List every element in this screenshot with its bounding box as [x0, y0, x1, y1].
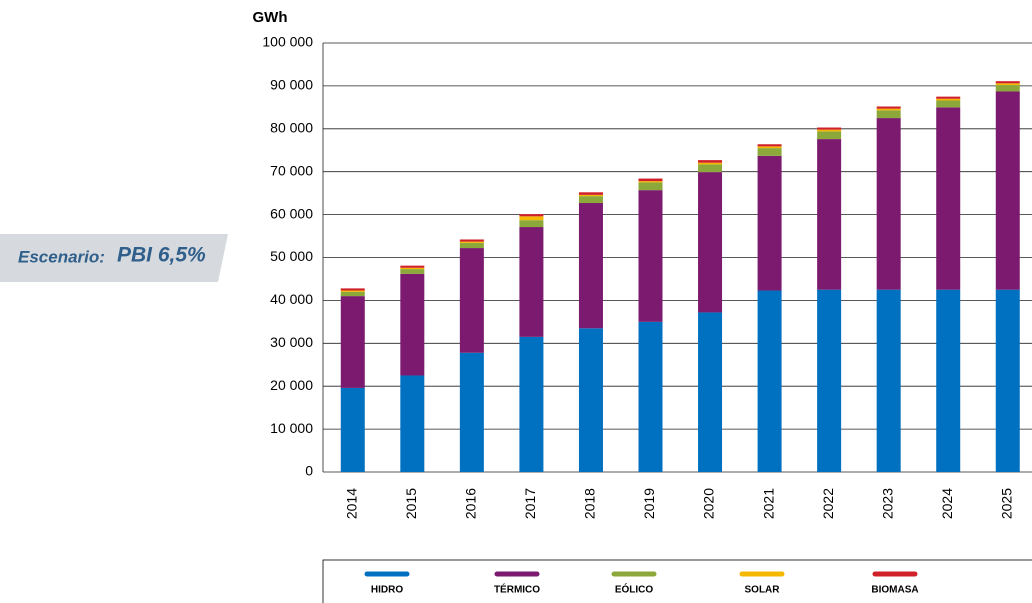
bar-segment	[995, 83, 1020, 86]
bar-segment	[817, 139, 842, 290]
bar-segment	[340, 288, 365, 291]
x-tick-label: 2018	[582, 488, 598, 519]
bar-segment	[817, 289, 842, 472]
bar-segment	[698, 160, 723, 163]
bar-segment	[817, 131, 842, 140]
bar-segment	[400, 265, 425, 268]
x-tick-label: 2015	[403, 488, 419, 519]
y-tick-label: 30 000	[270, 334, 313, 350]
bar-segment	[578, 328, 603, 472]
legend-box	[322, 559, 1032, 603]
legend-label: EÓLICO	[615, 583, 654, 596]
bar-segment	[757, 155, 782, 291]
y-tick-label: 0	[305, 463, 313, 479]
y-tick-label: 80 000	[270, 120, 313, 136]
bar-segment	[936, 107, 961, 290]
y-tick-label: 100 000	[262, 34, 313, 50]
y-tick-label: 70 000	[270, 162, 313, 178]
bar-segment	[638, 181, 663, 183]
x-tick-label: 2016	[463, 488, 479, 519]
annotation-value: PBI 6,5%	[117, 244, 206, 267]
bar-segment	[578, 192, 603, 195]
y-tick-label: 10 000	[270, 420, 313, 436]
bar-segment	[995, 289, 1020, 472]
bar-segment	[817, 127, 842, 130]
bar-segment	[876, 118, 901, 290]
bar-segment	[757, 148, 782, 156]
bar-segment	[578, 194, 603, 197]
x-tick-label: 2021	[760, 488, 776, 519]
legend-label: BIOMASA	[871, 585, 918, 596]
bar-segment	[757, 146, 782, 149]
bar-segment	[519, 216, 544, 221]
x-tick-label: 2024	[939, 488, 955, 519]
x-tick-label: 2020	[701, 488, 717, 519]
y-tick-label: 40 000	[270, 291, 313, 307]
bar-segment	[638, 182, 663, 191]
bar-segment	[876, 110, 901, 119]
x-tick-label: 2019	[641, 488, 657, 519]
legend-label: TÉRMICO	[494, 583, 540, 596]
bar-segment	[578, 203, 603, 329]
bar-segment	[400, 267, 425, 270]
y-tick-label: 60 000	[270, 205, 313, 221]
bar-segment	[638, 178, 663, 182]
bar-segment	[876, 106, 901, 109]
legend-label: HIDRO	[371, 585, 403, 596]
bar-segment	[638, 321, 663, 472]
bar-segment	[519, 214, 544, 217]
bar-segment	[936, 289, 961, 472]
bar-segment	[817, 129, 842, 132]
bar-segment	[519, 336, 544, 472]
bar-segment	[400, 375, 425, 472]
bar-segment	[757, 290, 782, 472]
x-tick-label: 2014	[343, 488, 359, 519]
y-tick-label: 20 000	[270, 377, 313, 393]
bar-segment	[459, 248, 484, 353]
bar-segment	[936, 96, 961, 99]
bar-segment	[519, 220, 544, 228]
bar-segment	[340, 291, 365, 297]
bar-segment	[459, 352, 484, 472]
bar-segment	[876, 108, 901, 111]
bar-segment	[698, 162, 723, 165]
x-tick-label: 2022	[820, 488, 836, 519]
bar-segment	[995, 81, 1020, 84]
x-tick-label: 2025	[998, 488, 1014, 519]
bar-segment	[995, 85, 1020, 92]
bar-segment	[578, 196, 603, 204]
bar-segment	[698, 164, 723, 173]
annotation-box	[0, 234, 228, 282]
bar-segment	[936, 100, 961, 108]
bar-segment	[698, 172, 723, 313]
bar-segment	[459, 241, 484, 243]
bar-segment	[340, 296, 365, 388]
bar-segment	[400, 269, 425, 274]
annotation-label: Escenario:	[18, 247, 105, 266]
bar-segment	[400, 273, 425, 376]
bar-segment	[876, 289, 901, 472]
y-tick-label: 50 000	[270, 248, 313, 264]
bar-segment	[757, 144, 782, 147]
bar-segment	[638, 190, 663, 322]
y-axis-label: GWh	[253, 9, 288, 26]
x-tick-label: 2023	[879, 488, 895, 519]
bar-segment	[995, 91, 1020, 290]
bar-segment	[519, 227, 544, 337]
legend-label: SOLAR	[745, 585, 781, 596]
bar-segment	[340, 290, 365, 292]
bar-segment	[459, 242, 484, 249]
x-tick-label: 2017	[522, 488, 538, 519]
bar-segment	[459, 239, 484, 242]
y-tick-label: 90 000	[270, 77, 313, 93]
bar-segment	[698, 312, 723, 472]
bar-segment	[340, 387, 365, 472]
bar-segment	[936, 98, 961, 101]
